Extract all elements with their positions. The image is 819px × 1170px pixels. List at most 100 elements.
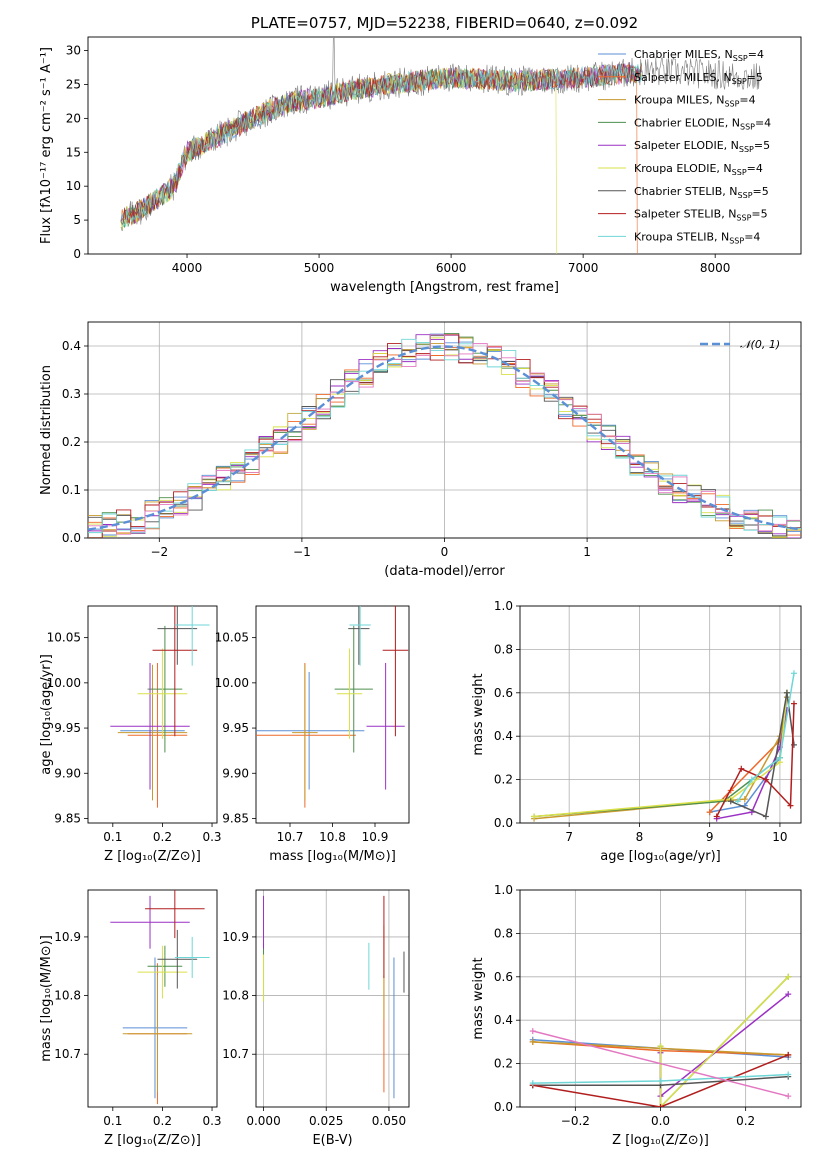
x-tick-label: 0.1 [103, 1114, 122, 1128]
axes-frame [87, 605, 218, 824]
y-tick-label: 25 [66, 77, 81, 91]
y-tick-label: 0.0 [62, 531, 81, 545]
legend-label: Chabrier STELIB, NSSP=5 [634, 185, 769, 200]
y-axis-label: mass weight [471, 957, 486, 1039]
y-axis-label: mass [log₁₀(M/M⊙)] [39, 935, 54, 1062]
legend-label: Chabrier MILES, NSSP=4 [634, 48, 764, 63]
mass_ebv-axes: 0.000 0.025 0.050 10.7 10.8 10.9 E(B-V) [222, 889, 410, 1148]
y-tick-label: 20 [66, 111, 81, 125]
y-tick-label: 15 [66, 145, 81, 159]
axes-frame [87, 321, 802, 539]
y-tick-label: 10.05 [215, 631, 249, 645]
y-tick-label: 9.85 [222, 811, 249, 825]
weight_age-lines [531, 670, 797, 822]
spectrum-lines [120, 37, 762, 254]
axes-frame [87, 889, 218, 1108]
weight_z-axes: −0.2 0.0 0.2 0.0 0.2 0.4 0.6 0.8 1.0 Z [log₁₀(Z/Z… [471, 883, 802, 1148]
y-tick-label: 9.90 [222, 766, 249, 780]
y-tick-label: 10.9 [54, 930, 81, 944]
x-tick-label: −1 [293, 545, 311, 559]
y-tick-label: 0.6 [494, 686, 513, 700]
legend-label: Kroupa STELIB, NSSP=4 [634, 230, 760, 245]
weight-line-chabrier_miles [709, 697, 788, 813]
y-tick-label: 10.8 [54, 989, 81, 1003]
y-tick-label: 0.4 [494, 1013, 513, 1027]
weight-line-kroupa_elodie [659, 976, 789, 1107]
y-tick-label: 0.8 [494, 642, 513, 656]
x-tick-label: 0.0 [651, 1114, 670, 1128]
y-tick-label: 9.95 [54, 721, 81, 735]
legend-label: Chabrier ELODIE, NSSP=4 [634, 116, 771, 131]
x-tick-label: 10.8 [319, 830, 346, 844]
x-tick-label: 4000 [172, 261, 203, 275]
x-axis-label: Z [log₁₀(Z/Z⊙)] [104, 849, 201, 864]
y-tick-label: 0.8 [494, 926, 513, 940]
mass_z-axes: 0.1 0.2 0.3 10.7 10.8 10.9 Z [log₁₀(Z/Z⊙)] mass… [39, 889, 222, 1148]
x-tick-label: 0.000 [246, 1114, 280, 1128]
legend-label: Salpeter MILES, NSSP=5 [634, 71, 763, 86]
y-tick-label: 10.9 [222, 930, 249, 944]
y-tick-label: 0.2 [494, 773, 513, 787]
axes-frame [255, 605, 410, 824]
x-tick-label: 10.7 [277, 830, 304, 844]
y-tick-label: 0.0 [494, 1100, 513, 1114]
axes-frame [519, 605, 802, 824]
residuals-axes: −2 −1 0 1 2 0.0 0.1 0.2 0.3 0.4 (data-model)/error… [39, 321, 802, 579]
y-tick-label: 0.6 [494, 970, 513, 984]
weight-line-kroupa_stelib [737, 673, 795, 802]
x-tick-label: 0.2 [153, 830, 172, 844]
weight-line-chabrier_stelib [730, 692, 795, 818]
model-line-kroupa_elodie [120, 67, 558, 254]
x-axis-label: wavelength [Angstrom, rest frame] [330, 280, 559, 295]
weight_z-lines [529, 973, 792, 1107]
x-tick-label: 0.2 [153, 1114, 172, 1128]
y-tick-label: 0 [73, 247, 81, 261]
y-tick-label: 0.0 [494, 816, 513, 830]
x-tick-label: 10.9 [362, 830, 389, 844]
x-tick-label: 0.3 [202, 830, 221, 844]
x-tick-label: 8000 [700, 261, 731, 275]
legend-label: 𝒩(0, 1) [740, 338, 780, 351]
x-tick-label: −2 [150, 545, 168, 559]
y-tick-label: 10.8 [222, 989, 249, 1003]
axes-frame [255, 889, 410, 1108]
x-tick-label: 7000 [568, 261, 599, 275]
x-tick-label: 10 [772, 830, 787, 844]
x-tick-label: 0 [441, 545, 449, 559]
histogram-lines [88, 332, 801, 538]
weight_age-axes: 7 8 9 10 0.0 0.2 0.4 0.6 0.8 1.0 age [log₁₀(age/yr… [471, 599, 802, 864]
x-tick-label: 0.3 [202, 1114, 221, 1128]
x-tick-label: 7 [565, 830, 573, 844]
mass_z-points [110, 890, 210, 1105]
y-tick-label: 10.7 [54, 1047, 81, 1061]
y-tick-label: 30 [66, 44, 81, 58]
x-tick-label: 0.050 [372, 1114, 406, 1128]
y-tick-label: 0.2 [494, 1057, 513, 1071]
x-tick-label: 9 [706, 830, 714, 844]
x-axis-label: (data-model)/error [384, 564, 505, 579]
y-tick-label: 10.7 [222, 1047, 249, 1061]
y-axis-label: age [log₁₀(age/yr)] [39, 654, 54, 775]
y-tick-label: 10.00 [47, 676, 81, 690]
x-tick-label: −0.2 [561, 1114, 590, 1128]
x-tick-label: 6000 [436, 261, 467, 275]
y-axis-label: Normed distribution [39, 365, 54, 495]
y-tick-label: 0.1 [62, 483, 81, 497]
legend-label: Salpeter ELODIE, NSSP=5 [634, 139, 770, 154]
x-tick-label: 0.025 [309, 1114, 343, 1128]
x-tick-label: 0.2 [736, 1114, 755, 1128]
x-tick-label: 5000 [304, 261, 335, 275]
normal-curve [88, 345, 801, 531]
age_z-axes: 0.1 0.2 0.3 9.85 9.90 9.95 10.00 10.05 Z [log₁₀(… [39, 605, 222, 864]
x-axis-label: E(B-V) [312, 1133, 352, 1148]
model-line-kroupa_stelib [120, 64, 642, 228]
chart-title: PLATE=0757, MJD=52238, FIBERID=0640, z=0… [251, 14, 638, 32]
y-tick-label: 5 [73, 213, 81, 227]
y-tick-label: 9.85 [54, 811, 81, 825]
y-tick-label: 0.4 [62, 339, 81, 353]
y-tick-label: 0.2 [62, 435, 81, 449]
axes-frame [87, 36, 802, 255]
x-axis-label: Z [log₁₀(Z/Z⊙)] [104, 1133, 201, 1148]
age_mass-axes: 10.7 10.8 10.9 9.85 9.90 9.95 10.00 10.05 mass [… [215, 605, 410, 864]
